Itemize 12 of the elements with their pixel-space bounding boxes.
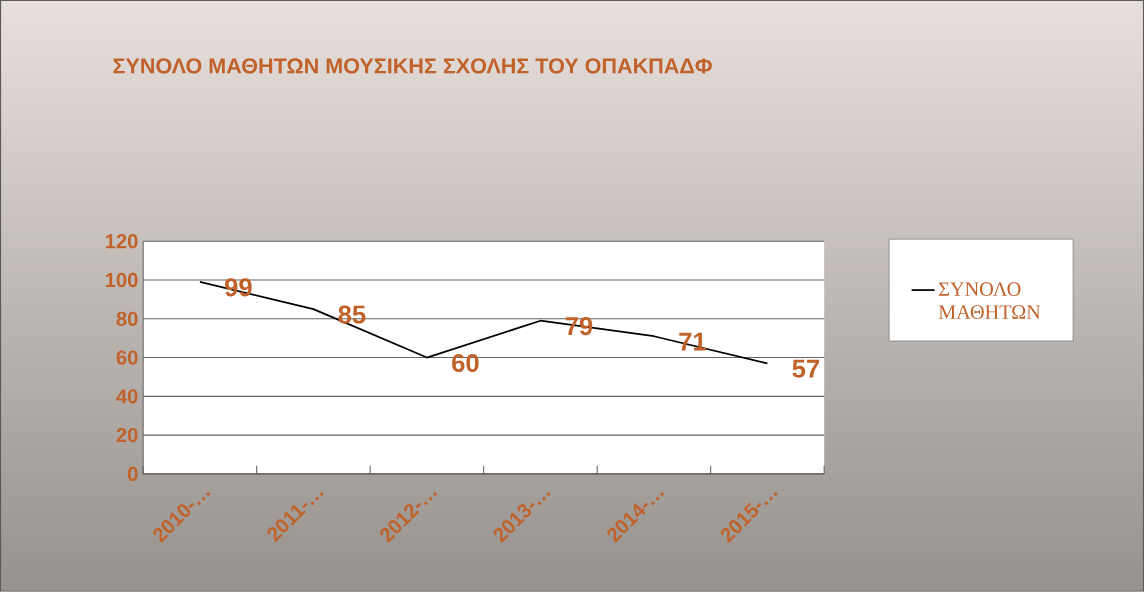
y-tick-label: 0	[127, 466, 138, 482]
y-tick-label: 20	[116, 428, 138, 443]
legend-label: ΣΥΝΟΛΟ ΜΑΘΗΤΩΝ	[938, 282, 1041, 319]
y-tick-label: 120	[105, 234, 138, 249]
y-tick-label: 80	[116, 311, 138, 327]
data-label: 85	[338, 305, 366, 324]
chart-title: ΣΥΝΟΛΟ ΜΑΘΗΤΩΝ ΜΟΥΣΙΚΗΣ ΣΧΟΛΗΣ ΤΟΥ ΟΠΑΚΠΑΔΦ	[113, 58, 712, 74]
y-tick-label: 100	[105, 272, 138, 288]
y-tick-label: 60	[116, 350, 138, 365]
data-label: 57	[792, 359, 820, 378]
y-tick-label: 40	[116, 389, 138, 404]
data-label: 60	[452, 354, 479, 373]
